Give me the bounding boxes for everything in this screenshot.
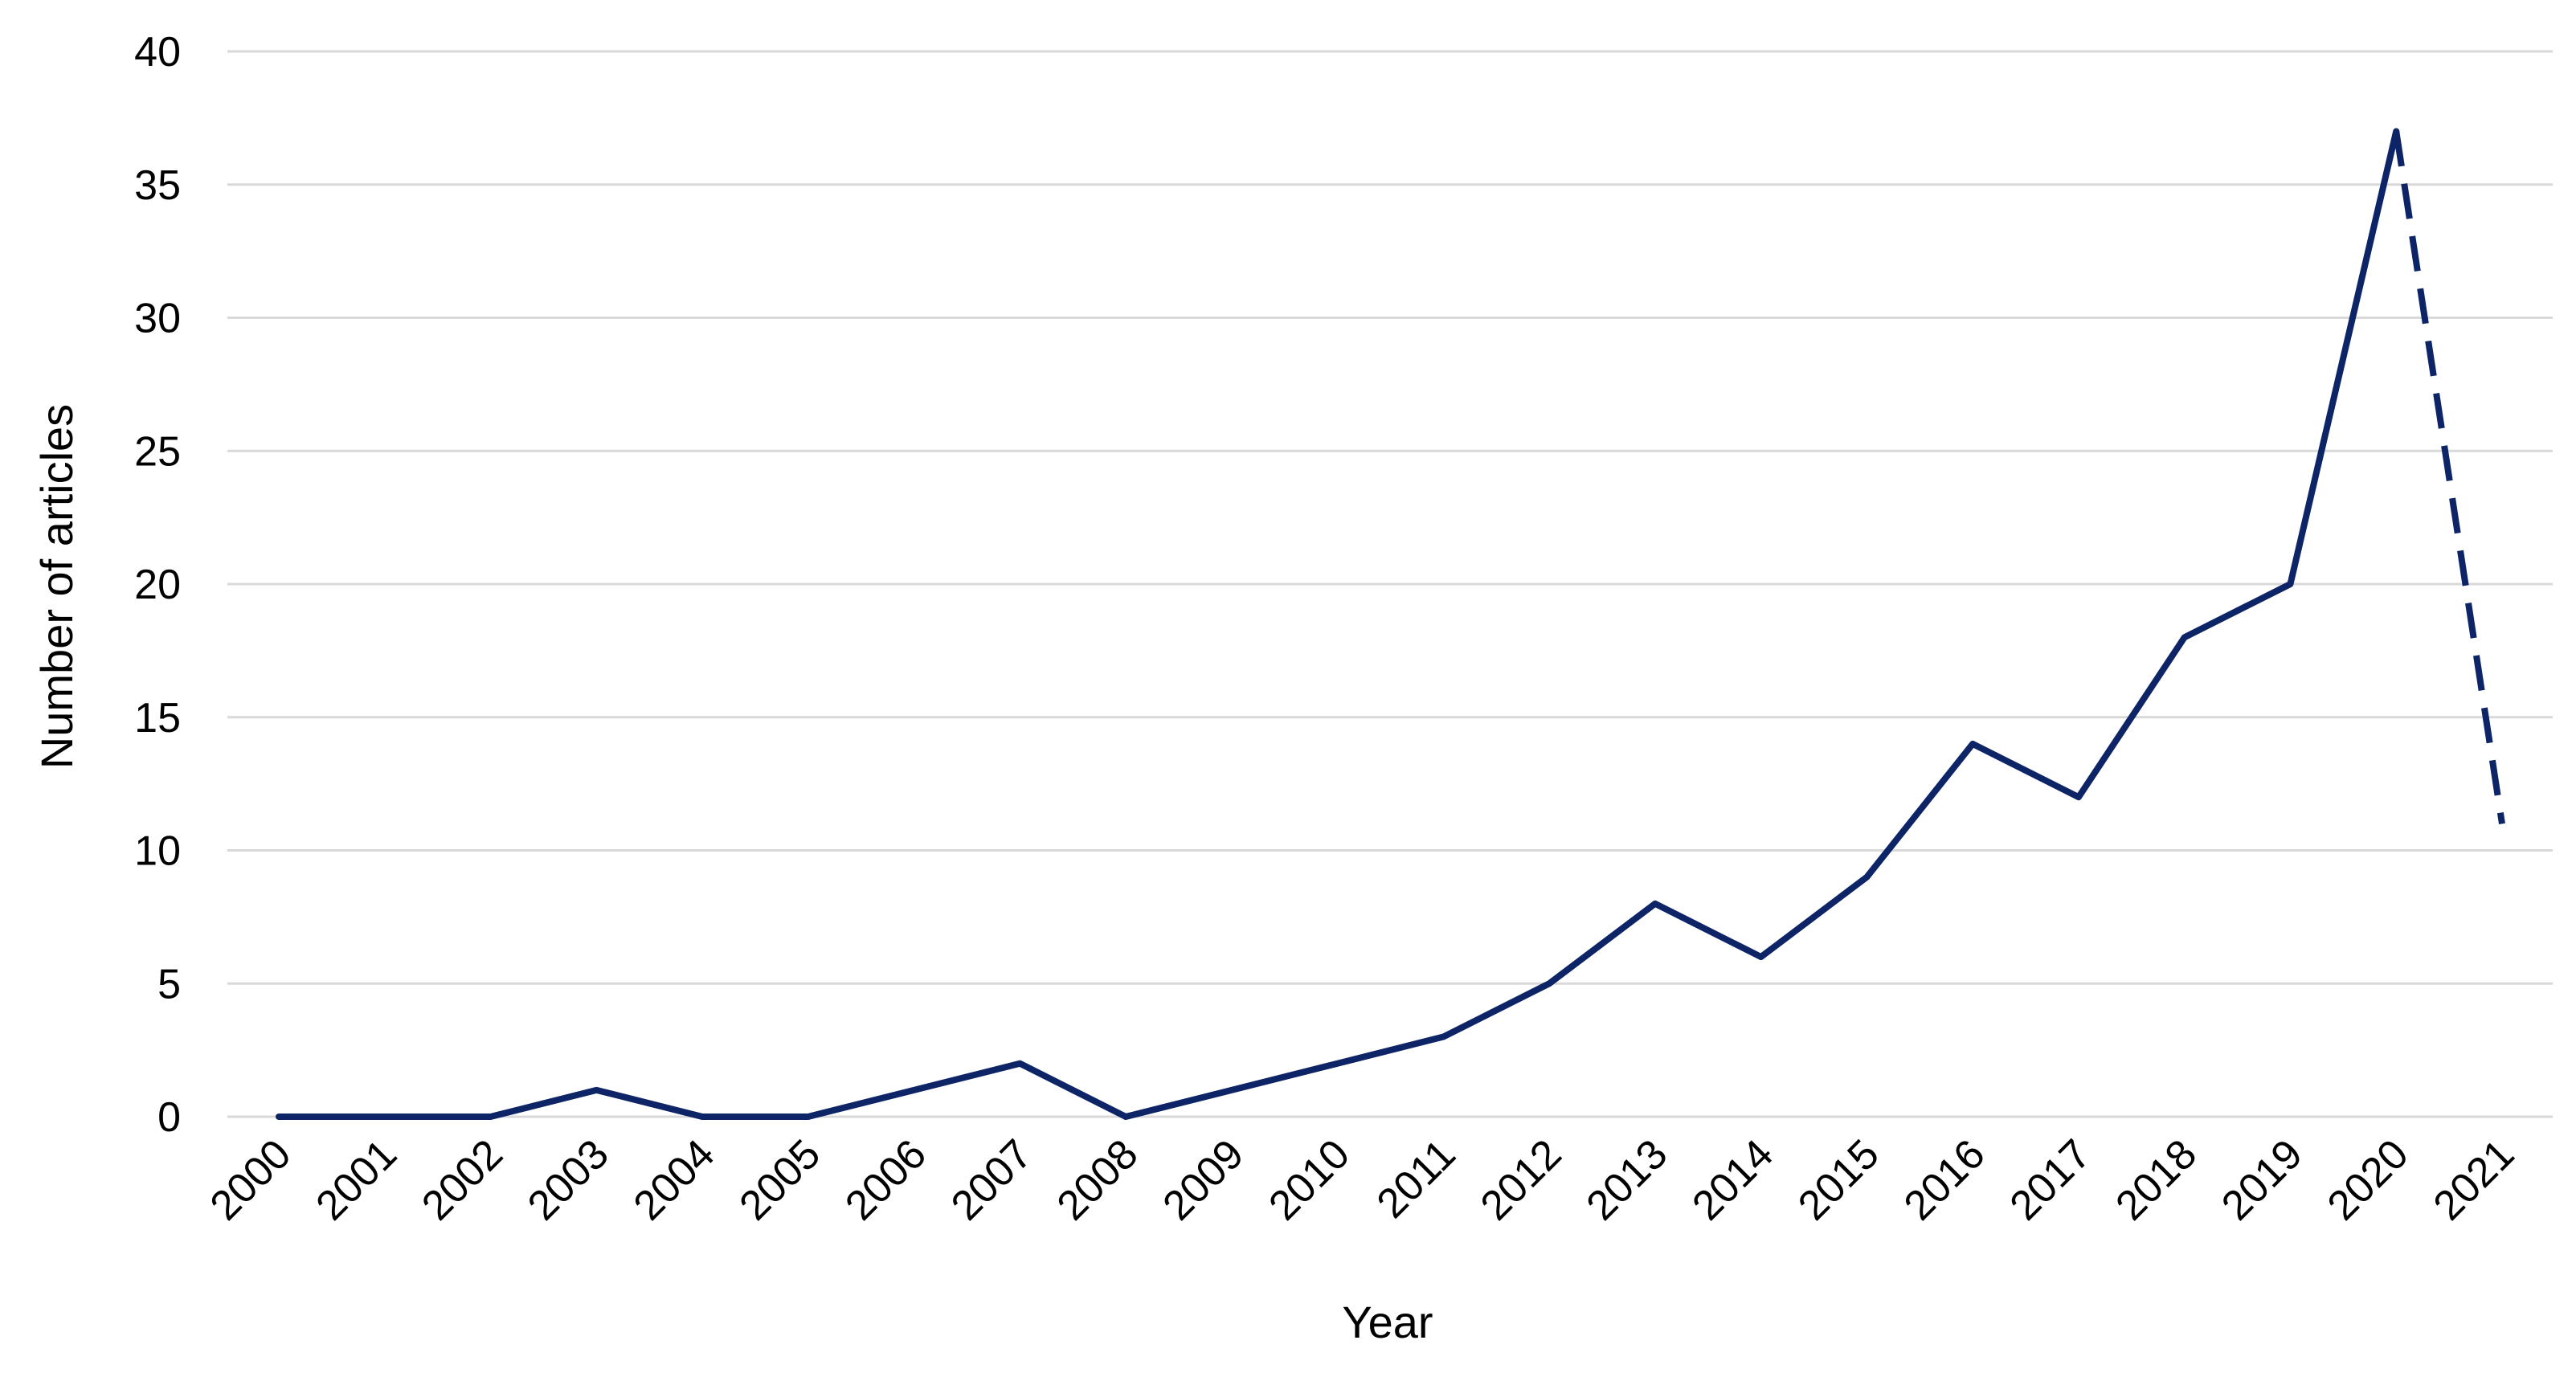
x-tick-label: 2019 <box>2213 1130 2312 1229</box>
y-tick-label: 20 <box>134 562 181 608</box>
x-axis-title: Year <box>1342 1297 1433 1347</box>
x-tick-label: 2021 <box>2425 1130 2524 1229</box>
y-tick-label: 10 <box>134 828 181 875</box>
y-tick-labels: 0 5 10 15 20 25 30 35 40 <box>134 29 181 1141</box>
series-lines <box>276 128 2505 1120</box>
y-tick-label: 5 <box>157 961 181 1007</box>
x-tick-label: 2013 <box>1578 1130 1677 1229</box>
x-tick-label: 2016 <box>1895 1130 1994 1229</box>
x-tick-label: 2014 <box>1683 1130 1782 1229</box>
x-tick-labels: 2000 2001 2002 2003 2004 2005 2006 2007 2008 2009… <box>202 1130 2524 1229</box>
x-tick-label: 2005 <box>730 1130 829 1229</box>
y-tick-label: 25 <box>134 428 181 475</box>
series-line-solid <box>276 128 2400 1120</box>
x-tick-label: 2018 <box>2107 1130 2206 1229</box>
y-tick-label: 35 <box>134 162 181 209</box>
x-tick-label: 2012 <box>1472 1130 1571 1229</box>
x-tick-label: 2017 <box>2002 1130 2100 1229</box>
x-tick-label: 2001 <box>307 1130 406 1229</box>
x-tick-label: 2007 <box>942 1130 1041 1229</box>
y-tick-label: 0 <box>157 1094 181 1141</box>
x-tick-label: 2015 <box>1789 1130 1888 1229</box>
series-line-dashed <box>2393 130 2505 824</box>
y-tick-label: 40 <box>134 29 181 76</box>
x-tick-label: 2008 <box>1049 1130 1147 1229</box>
x-tick-label: 2010 <box>1260 1130 1359 1229</box>
x-tick-label: 2003 <box>519 1130 618 1229</box>
y-tick-label: 30 <box>134 296 181 342</box>
y-tick-label: 15 <box>134 695 181 742</box>
x-tick-label: 2004 <box>625 1130 724 1229</box>
gridlines <box>227 50 2553 1118</box>
y-axis-title: Number of articles <box>31 404 82 769</box>
x-tick-label: 2006 <box>836 1130 935 1229</box>
x-tick-label: 2011 <box>1368 1130 1465 1227</box>
x-tick-label: 2000 <box>202 1130 301 1229</box>
x-tick-label: 2002 <box>413 1130 512 1229</box>
x-tick-label: 2020 <box>2319 1130 2418 1229</box>
x-tick-label: 2009 <box>1155 1130 1253 1229</box>
